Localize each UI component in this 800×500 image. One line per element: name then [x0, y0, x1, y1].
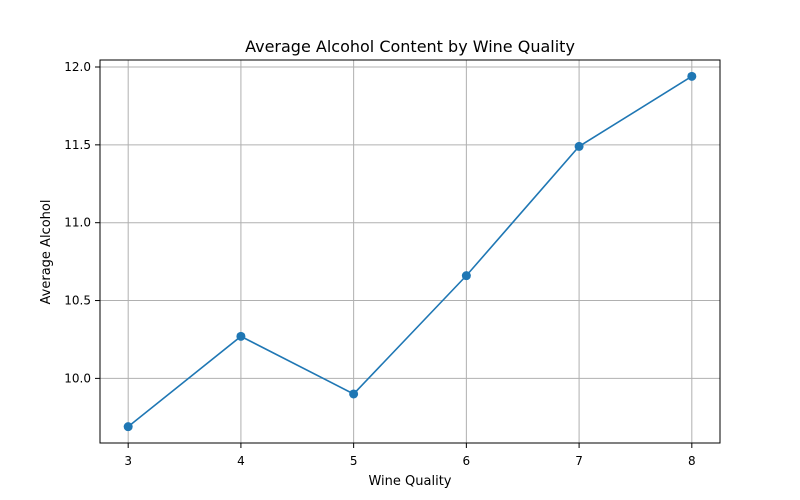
y-tick-label: 11.5 — [64, 138, 91, 152]
x-tick-label: 5 — [350, 454, 358, 468]
y-tick-label: 11.0 — [64, 216, 91, 230]
y-axis-label: Average Alcohol — [39, 200, 54, 305]
x-tick-label: 6 — [463, 454, 471, 468]
y-tick-label: 10.0 — [64, 371, 91, 385]
chart-title: Average Alcohol Content by Wine Quality — [245, 37, 575, 56]
data-point — [123, 422, 133, 432]
x-tick-label: 7 — [575, 454, 583, 468]
grid-lines — [100, 60, 720, 443]
series-line — [127, 75, 693, 428]
x-tick-label: 8 — [688, 454, 696, 468]
y-axis-ticks: 10.0 10.5 11.0 11.5 12.0 — [64, 60, 100, 385]
data-point — [687, 71, 697, 81]
data-point — [461, 271, 471, 281]
data-point — [349, 389, 359, 399]
y-tick-label: 10.5 — [64, 294, 91, 308]
x-axis-label: Wine Quality — [368, 474, 451, 489]
series-group — [123, 71, 697, 432]
y-tick-label: 12.0 — [64, 60, 91, 74]
x-tick-label: 4 — [237, 454, 245, 468]
x-tick-label: 3 — [124, 454, 132, 468]
plot-frame — [99, 59, 721, 444]
x-axis-ticks: 3 4 5 6 7 8 — [124, 443, 696, 468]
data-point — [574, 141, 584, 151]
data-point — [236, 331, 246, 341]
